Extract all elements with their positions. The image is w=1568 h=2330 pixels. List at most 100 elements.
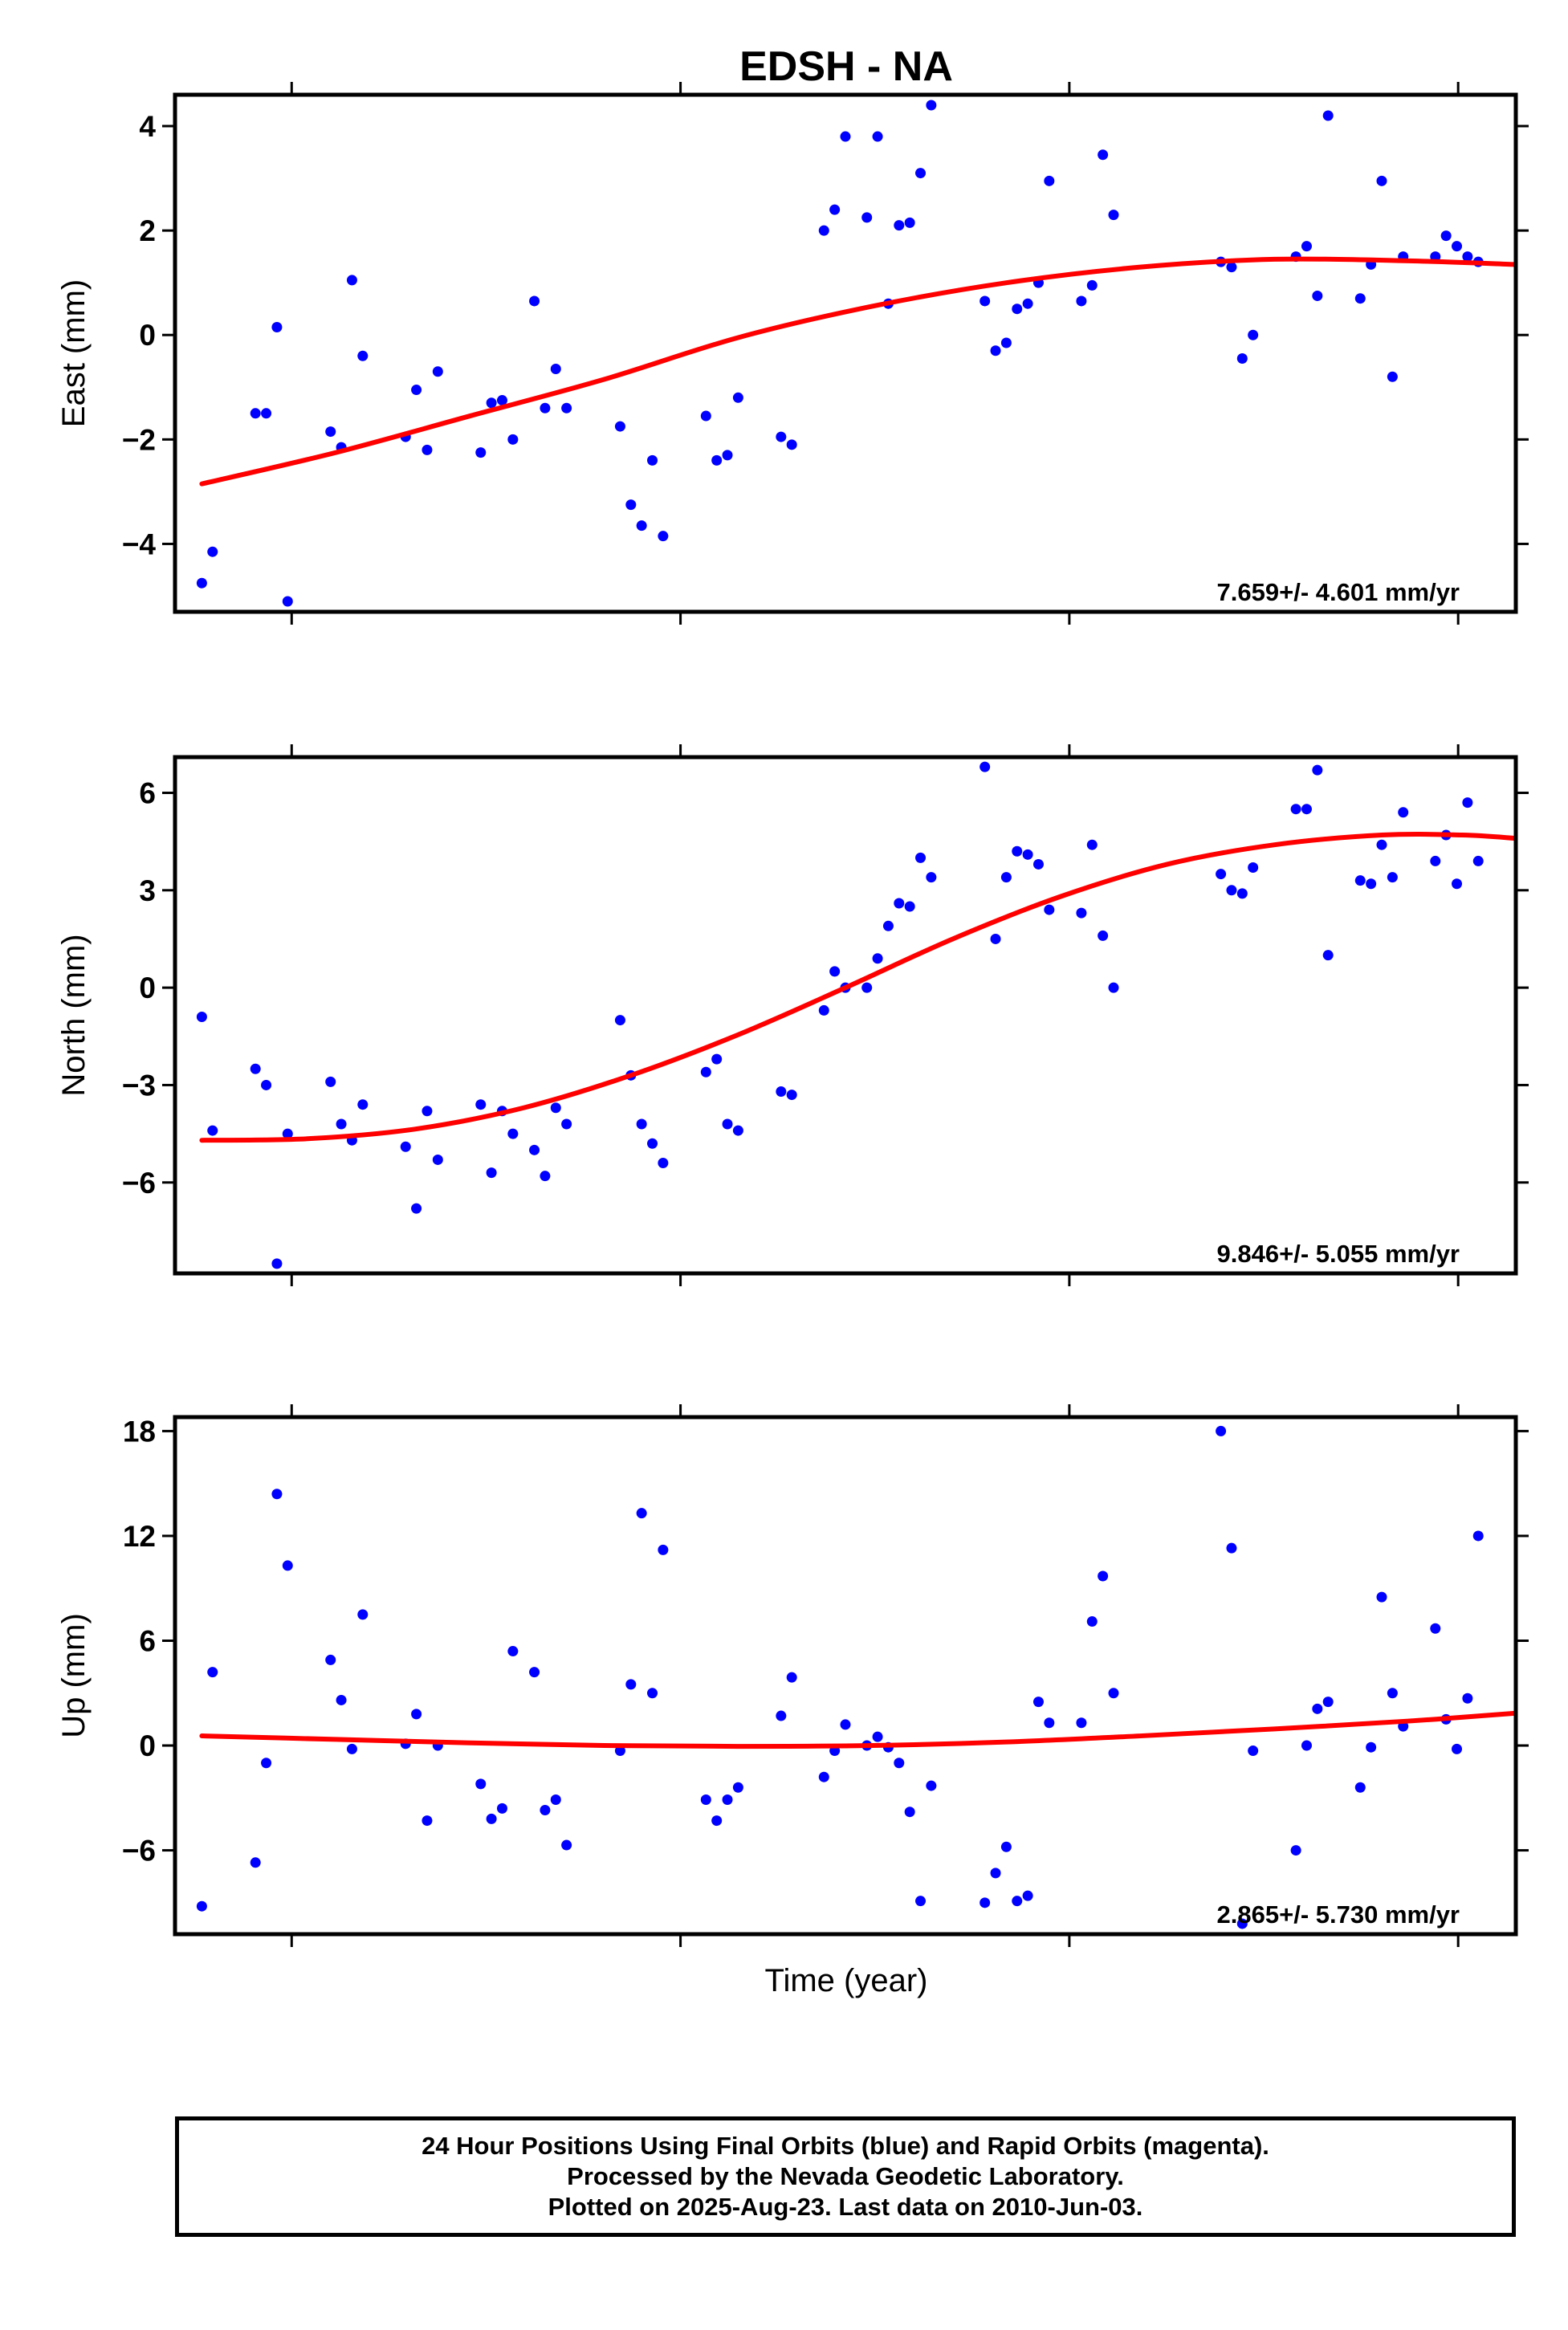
y-axis-label-north: North (mm) [56, 934, 92, 1096]
data-point [894, 898, 905, 909]
data-point [250, 1857, 261, 1868]
data-point [1452, 878, 1463, 890]
data-point [432, 1154, 443, 1165]
data-point [1376, 1591, 1387, 1603]
data-point [658, 1158, 669, 1169]
points-up [196, 1425, 1484, 1929]
data-point [840, 131, 851, 142]
data-point [658, 1544, 669, 1555]
data-point [1248, 1745, 1259, 1757]
panels: 4 2 0 −2 −4 7.659+/- 4.601 mm/yr East (mm) 6 3 0 −… [56, 82, 1529, 1947]
data-point [550, 1794, 561, 1805]
data-point [1248, 329, 1259, 340]
data-point [786, 1090, 797, 1101]
data-point [1216, 1425, 1227, 1436]
panel-east: 4 2 0 −2 −4 7.659+/- 4.601 mm/yr East (mm) [56, 82, 1529, 625]
y-tick-label: 2 [139, 214, 156, 247]
data-point [475, 1099, 487, 1110]
data-point [1387, 872, 1398, 883]
data-point [196, 577, 207, 589]
data-point [1440, 230, 1452, 242]
y-tick-label: 6 [139, 1624, 156, 1657]
data-point [1248, 862, 1259, 873]
data-point [614, 421, 625, 432]
data-point [1430, 855, 1441, 866]
y-tick-label: −4 [122, 528, 157, 560]
notes-line-3: Plotted on 2025-Aug-23. Last data on 201… [548, 2193, 1143, 2221]
data-point [1301, 804, 1312, 815]
data-point [1322, 110, 1334, 121]
data-point [1086, 279, 1098, 291]
data-point [700, 410, 711, 422]
data-point [357, 350, 369, 361]
data-point [411, 385, 422, 396]
data-point [282, 596, 293, 607]
data-point [207, 1125, 218, 1136]
rate-label-east: 7.659+/- 4.601 mm/yr [1217, 578, 1460, 606]
data-point [196, 1900, 207, 1912]
data-point [1022, 298, 1033, 309]
data-point [1462, 1693, 1473, 1704]
data-point [711, 1053, 723, 1065]
data-point [818, 1004, 829, 1016]
data-point [1376, 175, 1387, 186]
data-point [1354, 293, 1366, 304]
data-point [1108, 982, 1119, 993]
data-point [1387, 1688, 1398, 1699]
data-point [1452, 241, 1463, 252]
data-point [926, 1780, 937, 1791]
rate-label-up: 2.865+/- 5.730 mm/yr [1217, 1900, 1460, 1929]
data-point [786, 1672, 797, 1683]
data-point [647, 1138, 658, 1149]
data-point [1216, 869, 1227, 880]
data-point [894, 1758, 905, 1769]
data-point [1226, 885, 1237, 896]
data-point [400, 1141, 411, 1152]
panel-north: 6 3 0 −3 −6 9.846+/- 5.055 mm/yr North (mm) [56, 744, 1529, 1286]
data-point [540, 1805, 551, 1816]
plot-frame-east [173, 92, 1518, 614]
data-point [336, 1118, 347, 1130]
data-point [261, 408, 272, 419]
y-tick-label: 12 [123, 1520, 156, 1553]
y-tick-label: 0 [139, 972, 156, 1004]
data-point [700, 1066, 711, 1077]
data-point [990, 1868, 1001, 1879]
data-point [1012, 845, 1023, 857]
data-point [346, 275, 357, 286]
plot-frame-north [173, 755, 1518, 1276]
data-point [550, 1102, 561, 1114]
data-point [550, 364, 561, 375]
data-point [636, 1508, 647, 1519]
data-point [411, 1203, 422, 1214]
data-point [647, 454, 658, 466]
y-axis-label-east: East (mm) [56, 279, 92, 427]
data-point [1086, 1616, 1098, 1627]
data-point [722, 450, 733, 461]
data-point [1312, 290, 1323, 301]
data-point [1236, 888, 1248, 899]
y-tick-label: 3 [139, 874, 156, 907]
processing-notes-box: 24 Hour Positions Using Final Orbits (bl… [175, 2116, 1516, 2237]
data-point [872, 131, 883, 142]
data-point [1098, 149, 1109, 161]
data-point [776, 1710, 787, 1721]
data-point [647, 1688, 658, 1699]
y-axis-label-up: Up (mm) [56, 1613, 92, 1738]
data-point [561, 1118, 572, 1130]
data-point [915, 852, 927, 863]
data-point [529, 1667, 540, 1678]
fit-curve-east [199, 256, 1516, 487]
data-point [1226, 1542, 1237, 1554]
data-point [786, 439, 797, 450]
data-point [496, 1802, 507, 1814]
data-point [861, 982, 873, 993]
data-point [1236, 353, 1248, 365]
data-point [904, 217, 915, 228]
data-point [507, 1128, 519, 1139]
data-point [990, 345, 1001, 356]
x-axis-label: Time (year) [765, 1963, 928, 1998]
data-point [1312, 764, 1323, 776]
data-point [325, 426, 336, 438]
